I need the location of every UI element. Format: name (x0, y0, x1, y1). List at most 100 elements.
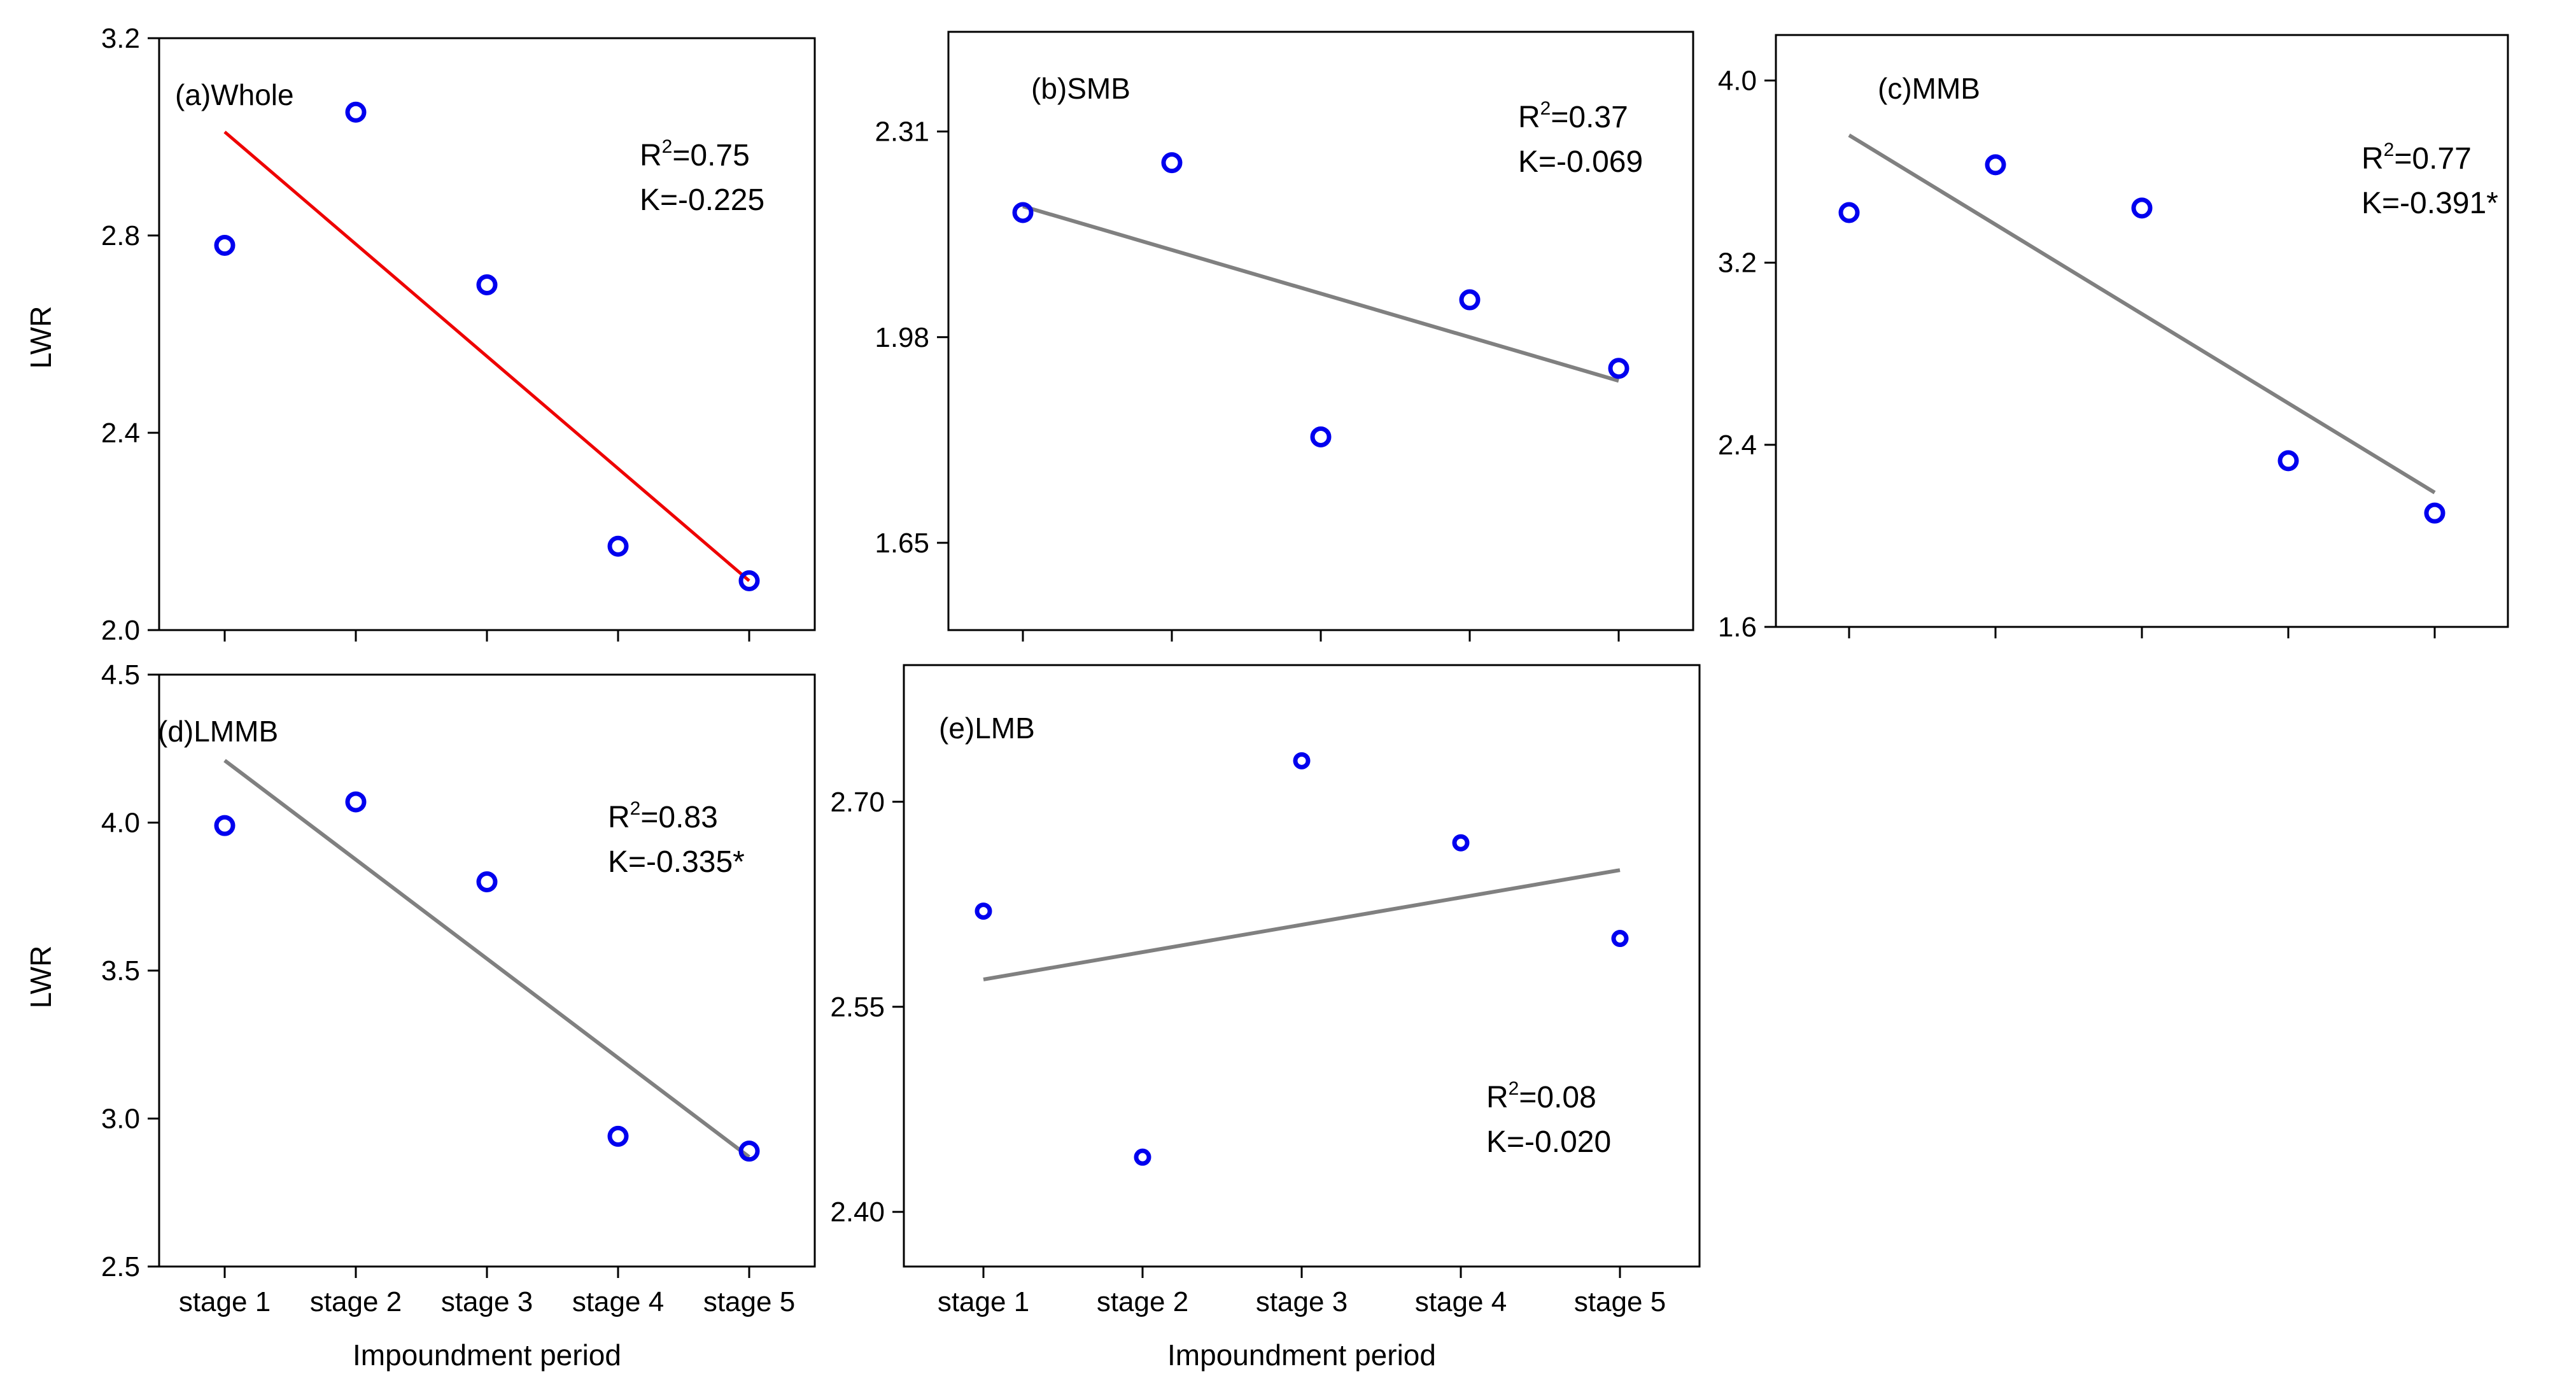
data-point (1452, 834, 1470, 852)
y-tick-label: 4.0 (101, 808, 140, 839)
x-tick-label: stage 1 (938, 1286, 1029, 1317)
r-squared-value: =0.75 (672, 139, 749, 172)
data-point (1985, 154, 2006, 176)
y-tick-label: 4.0 (1718, 66, 1757, 97)
x-tick-label: stage 4 (1415, 1286, 1507, 1317)
data-point (2277, 450, 2299, 472)
trend-line (1022, 204, 1619, 383)
data-point (476, 871, 498, 892)
y-tick-label: 2.5 (101, 1251, 140, 1282)
slope-annotation: K=-0.069 (1518, 145, 1643, 179)
r-squared-annotation: R2=0.77 (2361, 139, 2472, 176)
x-tick-label: stage 3 (1256, 1286, 1348, 1317)
r-squared-exponent: 2 (2384, 139, 2395, 160)
r-squared-value: =0.77 (2394, 142, 2471, 176)
panel-a: 2.0 2.4 2.8 3.2 (a)Whole R2=0.75 K=-0.225 LWR (24, 23, 816, 646)
y-tick-label: 1.65 (875, 528, 929, 559)
y-tick-label: 2.31 (875, 116, 929, 148)
data-point (1459, 289, 1481, 311)
x-tick-label: stage 3 (441, 1286, 533, 1317)
y-axis-title: LWR (24, 306, 57, 369)
data-point (1611, 930, 1629, 948)
y-tick-label: 3.2 (101, 23, 140, 54)
y-tick-label: 2.70 (830, 787, 885, 818)
panel-label: (b)SMB (1031, 72, 1130, 105)
panel-label: (e)LMB (939, 712, 1035, 745)
y-axis-title: LWR (24, 946, 57, 1009)
trend-line (223, 130, 750, 582)
r-squared-exponent: 2 (1540, 98, 1551, 119)
y-tick-label: 3.5 (101, 955, 140, 986)
y-tick-label: 3.0 (101, 1104, 140, 1135)
panel-label: (a)Whole (175, 78, 294, 111)
r-squared-value: =0.37 (1551, 101, 1628, 134)
r-squared-exponent: 2 (630, 798, 641, 819)
slope-annotation: K=-0.391* (2361, 186, 2498, 220)
slope-annotation: K=-0.020 (1486, 1125, 1611, 1159)
data-point (345, 101, 367, 123)
y-tick-label: 2.8 (101, 220, 140, 251)
data-point (1608, 358, 1629, 379)
panel-b: 1.65 1.98 2.31 (b)SMB R2=0.37 K=-0.069 (875, 31, 1694, 642)
plot-frame (1775, 34, 2509, 628)
trend-line (1848, 133, 2436, 495)
y-tick-label: 1.6 (1718, 612, 1757, 643)
x-axis-title: Impoundment period (1167, 1338, 1436, 1372)
x-tick-label: stage 5 (1574, 1286, 1666, 1317)
data-point (607, 535, 629, 557)
y-tick-label: 2.40 (830, 1197, 885, 1228)
plot-frame (158, 37, 816, 631)
r-squared-annotation: R2=0.37 (1518, 98, 1628, 134)
x-tick-label: stage 2 (1097, 1286, 1188, 1317)
data-point (1012, 202, 1034, 223)
y-tick-label: 3.2 (1718, 248, 1757, 279)
panel-label: (d)LMMB (158, 715, 278, 748)
data-point (975, 902, 992, 920)
data-point (214, 235, 236, 256)
r-squared-exponent: 2 (1509, 1078, 1519, 1099)
y-tick-label: 2.55 (830, 992, 885, 1023)
r-squared-symbol: R (640, 139, 662, 172)
data-point (1161, 152, 1183, 174)
x-axis-title: Impoundment period (353, 1338, 621, 1372)
r-squared-exponent: 2 (662, 136, 673, 157)
data-point (1293, 752, 1311, 769)
slope-annotation: K=-0.225 (640, 183, 764, 217)
y-tick-label: 2.0 (101, 615, 140, 646)
data-point (738, 570, 760, 591)
r-squared-symbol: R (1518, 101, 1540, 134)
r-squared-annotation: R2=0.83 (608, 798, 718, 834)
r-squared-annotation: R2=0.75 (640, 136, 750, 172)
x-tick-label: stage 1 (179, 1286, 271, 1317)
panel-c: 1.6 2.4 3.2 4.0 (c)MMB R2=0.77 K=-0.391* (1718, 34, 2509, 643)
data-point (738, 1141, 760, 1162)
panel-label: (c)MMB (1878, 72, 1980, 105)
data-point (1134, 1148, 1151, 1166)
data-point (607, 1125, 629, 1147)
r-squared-value: =0.83 (640, 801, 717, 834)
r-squared-symbol: R (2361, 142, 2384, 176)
data-point (345, 791, 367, 813)
r-squared-symbol: R (608, 801, 630, 834)
slope-annotation: K=-0.335* (608, 845, 745, 879)
r-squared-annotation: R2=0.08 (1486, 1078, 1596, 1114)
panel-d: 2.5 3.0 3.5 4.0 4.5 stage 1 stage 2 stage 3 stag… (24, 659, 816, 1372)
plot-frame (158, 673, 816, 1268)
r-squared-value: =0.08 (1519, 1081, 1596, 1114)
y-tick-label: 1.98 (875, 322, 929, 353)
trend-line (223, 759, 750, 1159)
x-tick-label: stage 4 (572, 1286, 664, 1317)
data-point (1310, 426, 1332, 447)
data-point (2424, 502, 2446, 524)
y-tick-label: 2.4 (1718, 430, 1757, 461)
data-point (214, 815, 236, 836)
data-point (476, 274, 498, 295)
data-point (2131, 197, 2153, 219)
data-point (1838, 202, 1860, 223)
y-tick-label: 4.5 (101, 659, 140, 691)
trend-line (983, 868, 1621, 981)
x-tick-label: stage 5 (703, 1286, 795, 1317)
r-squared-symbol: R (1486, 1081, 1509, 1114)
panel-e: 2.40 2.55 2.70 stage 1 stage 2 stage 3 stage 4… (830, 664, 1701, 1372)
